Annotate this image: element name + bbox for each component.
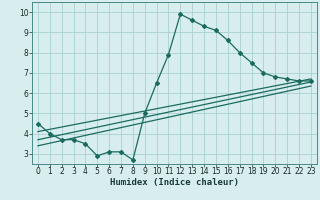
X-axis label: Humidex (Indice chaleur): Humidex (Indice chaleur): [110, 178, 239, 187]
